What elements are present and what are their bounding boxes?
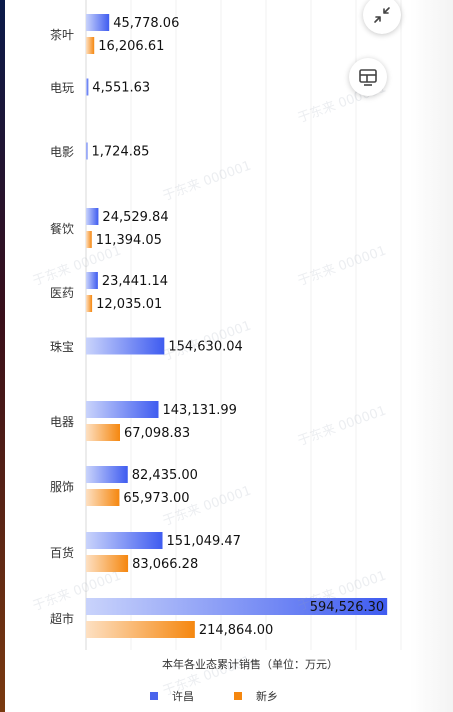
legend-swatch [150, 692, 158, 700]
bar-xuchang[interactable] [86, 598, 388, 615]
data-label: 214,864.00 [199, 623, 273, 638]
data-label: 143,131.99 [163, 403, 237, 418]
bar-xuchang[interactable] [86, 337, 165, 355]
bar-xuchang[interactable] [86, 401, 159, 418]
y-tick-label: 茶叶 [50, 27, 74, 42]
y-tick-label: 百货 [50, 545, 74, 560]
data-label: 151,049.47 [167, 534, 241, 549]
data-label: 594,526.30 [310, 600, 384, 615]
y-tick-label: 服饰 [50, 480, 74, 494]
collapse-button[interactable] [363, 0, 401, 34]
bar-xuchang[interactable] [86, 466, 128, 483]
data-label: 23,441.14 [102, 274, 168, 289]
legend-item-xinxiang[interactable]: 新乡 [234, 688, 278, 704]
data-label: 67,098.83 [124, 426, 190, 441]
data-label: 11,394.05 [96, 233, 162, 248]
bar-xuchang[interactable] [86, 78, 89, 96]
legend-swatch [234, 692, 242, 700]
data-label: 82,435.00 [132, 468, 198, 483]
bar-xinxiang[interactable] [86, 489, 120, 506]
bar-xinxiang[interactable] [86, 37, 95, 54]
bar-xuchang[interactable] [86, 14, 110, 31]
data-label: 16,206.61 [98, 39, 164, 54]
legend: 许昌 新乡 [150, 688, 278, 704]
data-label: 1,724.85 [92, 145, 150, 160]
screen-mode-button[interactable] [349, 58, 387, 96]
y-tick-label: 医药 [50, 286, 74, 300]
bar-chart: 茶叶 45,778.06 16,206.61 电玩 4,551.63 电影 1,724.85… [50, 0, 402, 650]
bar-xuchang[interactable] [86, 208, 99, 225]
y-tick-label: 电影 [50, 145, 74, 159]
bar-xinxiang[interactable] [86, 555, 129, 572]
data-label: 65,973.00 [123, 491, 189, 506]
data-label: 154,630.04 [168, 340, 242, 355]
y-tick-label: 电器 [50, 415, 74, 429]
y-tick-label: 超市 [50, 611, 74, 626]
x-axis-title: 本年各业态累计销售（单位：万元） [162, 658, 338, 671]
legend-item-xuchang[interactable]: 许昌 [150, 688, 194, 704]
y-tick-label: 餐饮 [50, 221, 74, 236]
collapse-icon [374, 7, 390, 23]
legend-label: 新乡 [256, 690, 278, 703]
bar-xuchang[interactable] [86, 532, 163, 549]
bar-xinxiang[interactable] [86, 295, 93, 312]
bar-xuchang[interactable] [86, 142, 88, 160]
data-label: 4,551.63 [92, 81, 150, 96]
y-tick-label: 珠宝 [50, 340, 74, 354]
data-label: 12,035.01 [96, 297, 162, 312]
data-label: 24,529.84 [102, 210, 168, 225]
bar-xuchang[interactable] [86, 272, 98, 289]
bar-xinxiang[interactable] [86, 231, 92, 248]
window-frame-left [0, 0, 5, 712]
bar-xinxiang[interactable] [86, 424, 120, 441]
bar-xinxiang[interactable] [86, 621, 195, 638]
data-label: 83,066.28 [132, 557, 198, 572]
y-tick-label: 电玩 [50, 81, 74, 95]
chart-panel: 茶叶 45,778.06 16,206.61 电玩 4,551.63 电影 1,724.85… [5, 0, 410, 712]
window-frame-right [410, 0, 453, 712]
legend-label: 许昌 [172, 690, 194, 703]
data-label: 45,778.06 [113, 16, 179, 31]
screen-icon [359, 69, 377, 86]
